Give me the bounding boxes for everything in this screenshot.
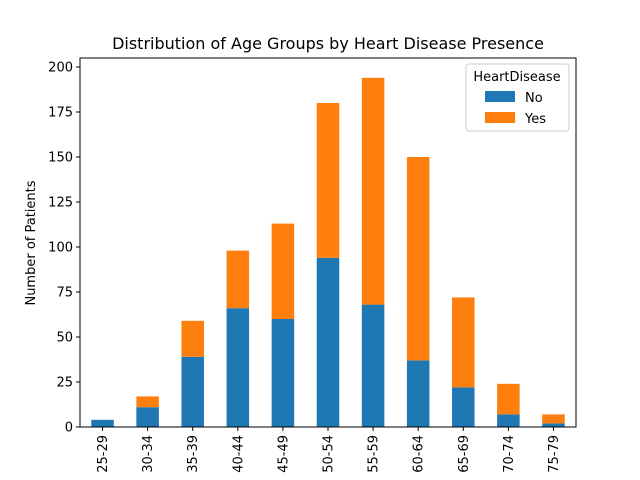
bar-no-75-79: [542, 423, 565, 427]
bar-no-35-39: [181, 356, 204, 427]
bar-yes-40-44: [226, 250, 250, 309]
x-tick-label-65-69: 65-69: [457, 435, 472, 473]
y-tick-label-0: 0: [65, 421, 73, 436]
bar-no-40-44: [226, 308, 250, 427]
legend-label-yes: Yes: [524, 112, 546, 127]
bar-no-25-29: [91, 419, 114, 427]
plot-area: 0 25 50 75 100 125 150 175 200 25-29 30-34 35-39 40-…: [48, 57, 577, 473]
bar-no-50-54: [316, 257, 340, 427]
bar-no-70-74: [497, 414, 520, 427]
y-axis-label: Number of Patients: [24, 180, 39, 305]
bar-no-30-34: [136, 407, 159, 427]
y-tick-label-25: 25: [56, 376, 73, 391]
y-tick-label-75: 75: [56, 286, 73, 301]
y-tick-label-125: 125: [48, 196, 73, 211]
x-tick-label-45-49: 45-49: [276, 435, 291, 473]
bar-yes-35-39: [181, 320, 204, 357]
bar-no-45-49: [271, 319, 295, 427]
y-tick-label-150: 150: [48, 151, 73, 166]
bar-yes-45-49: [271, 223, 295, 319]
x-tick-label-50-54: 50-54: [322, 435, 337, 473]
legend-label-no: No: [525, 91, 543, 106]
legend-title: HeartDisease: [473, 70, 560, 85]
x-tick-label-55-59: 55-59: [367, 435, 382, 473]
x-tick-label-75-79: 75-79: [547, 435, 562, 473]
x-tick-label-60-64: 60-64: [412, 435, 427, 473]
bar-yes-30-34: [136, 396, 159, 408]
x-tick-label-25-29: 25-29: [96, 435, 111, 473]
chart-title: Distribution of Age Groups by Heart Dise…: [112, 34, 544, 53]
y-tick-label-50: 50: [56, 331, 73, 346]
legend: HeartDisease No Yes: [465, 63, 570, 132]
bar-yes-50-54: [316, 103, 340, 258]
y-tick-label-100: 100: [48, 241, 73, 256]
bar-yes-60-64: [406, 157, 430, 361]
x-tick-label-70-74: 70-74: [502, 435, 517, 473]
x-tick-label-40-44: 40-44: [231, 435, 246, 473]
y-tick-label-200: 200: [48, 61, 73, 76]
legend-swatch-no: [485, 91, 515, 102]
bar-no-55-59: [361, 304, 385, 427]
x-tick-label-30-34: 30-34: [141, 435, 156, 473]
bar-no-65-69: [452, 387, 475, 427]
legend-swatch-yes: [485, 112, 515, 123]
bar-no-60-64: [406, 360, 430, 427]
bar-yes-55-59: [361, 77, 385, 305]
bar-yes-70-74: [497, 383, 520, 415]
bar-yes-65-69: [452, 297, 475, 388]
x-tick-label-35-39: 35-39: [186, 435, 201, 473]
bar-yes-75-79: [542, 414, 565, 424]
y-tick-label-175: 175: [48, 106, 73, 121]
